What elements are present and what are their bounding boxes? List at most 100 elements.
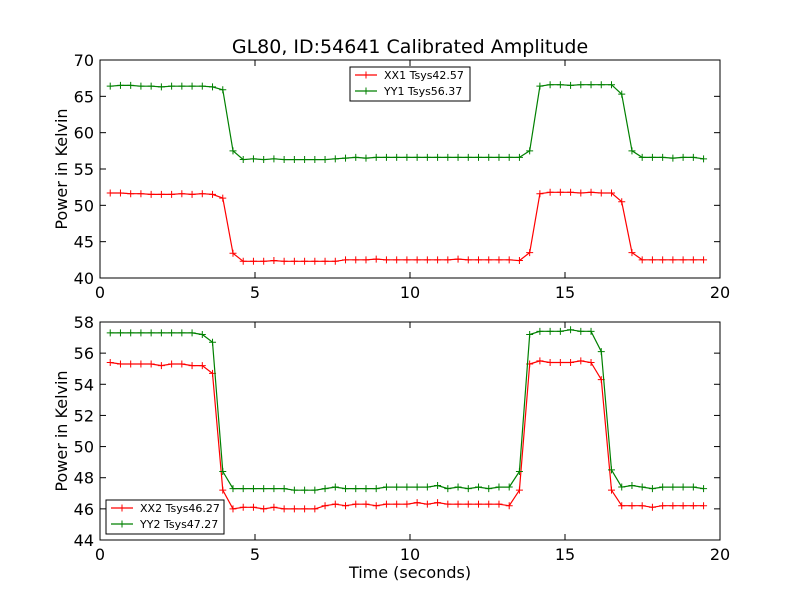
data-point [454, 153, 462, 161]
data-point [485, 153, 493, 161]
data-point [239, 156, 247, 164]
data-point [679, 483, 687, 491]
data-point [577, 327, 585, 335]
legend-label: YY1 Tsys56.37 [383, 85, 462, 98]
data-point [372, 255, 380, 263]
data-point [147, 329, 155, 337]
data-point [515, 153, 523, 161]
data-point [382, 153, 390, 161]
legend-marker [118, 520, 126, 528]
data-point [505, 483, 513, 491]
data-point [526, 249, 534, 257]
data-point [239, 257, 247, 265]
data-point [567, 326, 575, 334]
data-point [444, 485, 452, 493]
data-point [608, 466, 615, 474]
data-point [280, 257, 288, 265]
x-tick-label: 5 [250, 545, 260, 564]
data-point [546, 358, 554, 366]
data-point [587, 188, 595, 196]
data-point [648, 485, 656, 493]
data-point [178, 360, 186, 368]
chart-panel-1: 0 5 10 15 20 40 45 50 55 60 65 70 Power in Kelvin XX1… [52, 51, 730, 302]
data-point [209, 83, 217, 91]
legend: XX1 Tsys42.57 YY1 Tsys56.37 [349, 66, 471, 102]
data-point [608, 81, 615, 89]
data-point [434, 482, 442, 489]
data-point [372, 502, 380, 510]
data-point [352, 500, 360, 508]
data-point [413, 153, 421, 161]
data-point [659, 256, 667, 264]
data-point [536, 82, 544, 90]
data-point [290, 505, 298, 513]
data-point [444, 500, 452, 508]
data-point [505, 153, 513, 161]
x-tick-label: 15 [555, 283, 575, 302]
data-point [577, 189, 585, 197]
x-tick-label: 20 [710, 545, 730, 564]
y-tick-label: 58 [74, 313, 94, 332]
data-point [648, 153, 656, 161]
data-point [423, 483, 431, 491]
data-point [689, 256, 697, 264]
data-point [198, 190, 206, 198]
data-point [608, 486, 615, 494]
data-point [301, 486, 309, 494]
y-tick-label: 50 [74, 196, 94, 215]
data-point [669, 483, 677, 491]
data-point [638, 502, 646, 510]
data-point [669, 502, 677, 510]
y-tick-label: 40 [74, 269, 94, 288]
data-point [475, 153, 483, 161]
x-tick-label: 10 [400, 545, 420, 564]
data-point [239, 503, 247, 511]
legend-box [105, 499, 225, 535]
data-point [679, 502, 687, 510]
data-point [342, 502, 350, 510]
data-point [567, 188, 575, 196]
data-point [556, 327, 564, 335]
data-point [485, 485, 493, 493]
data-point [127, 360, 135, 368]
data-point [454, 500, 462, 508]
data-point [219, 467, 227, 475]
data-point [475, 483, 483, 491]
data-point [147, 190, 155, 198]
data-point [229, 249, 237, 257]
data-point [526, 330, 534, 338]
data-point [188, 82, 196, 90]
data-point [290, 257, 298, 265]
data-point [331, 483, 339, 491]
data-point [270, 155, 278, 163]
data-point [168, 329, 176, 337]
data-point [689, 483, 697, 491]
data-point [536, 357, 544, 365]
y-tick-label: 55 [74, 160, 94, 179]
data-point [301, 156, 309, 164]
data-point [372, 485, 380, 493]
data-point [311, 156, 319, 164]
data-point [219, 86, 227, 94]
data-point [444, 256, 452, 264]
data-point [301, 505, 309, 513]
data-point [137, 82, 145, 90]
data-point [249, 155, 257, 163]
data-point [362, 154, 370, 162]
data-point [628, 147, 636, 155]
data-point [311, 486, 319, 494]
data-point [515, 257, 523, 265]
data-point [577, 81, 585, 89]
data-point [648, 256, 656, 264]
y-tick-label: 70 [74, 51, 94, 70]
data-point [147, 82, 155, 90]
data-point [106, 358, 114, 366]
y-tick-label: 54 [74, 375, 94, 394]
data-point [597, 81, 605, 89]
data-point [546, 327, 554, 335]
data-point [464, 256, 472, 264]
data-point [198, 330, 206, 338]
data-point [106, 189, 114, 197]
data-point [393, 483, 401, 491]
